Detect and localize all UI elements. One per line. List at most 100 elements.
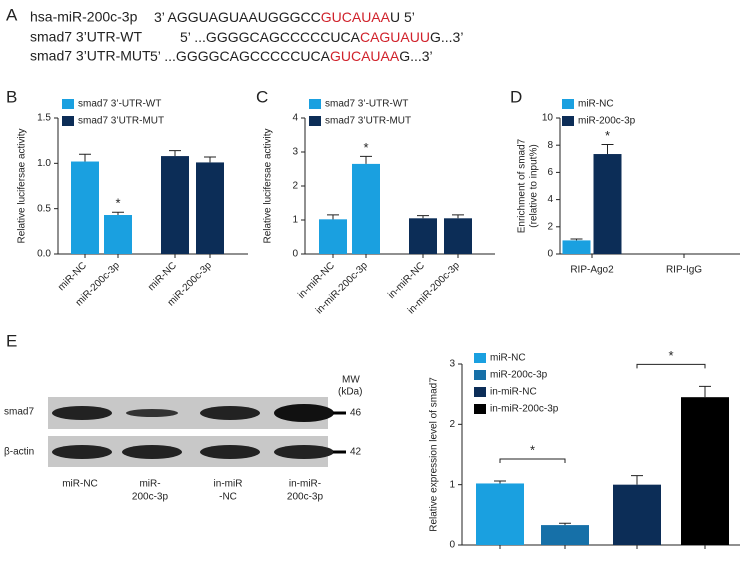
y-axis-label: Relative lucifersae activity: [17, 128, 28, 243]
y-tick-label: 0.0: [37, 249, 51, 260]
seq-part: 5’ ...GGGGCAGCCCCCUCA: [150, 48, 331, 64]
seq-part: U 5’: [390, 9, 415, 25]
y-tick-label: 1: [292, 215, 298, 226]
legend-swatch: [62, 99, 74, 109]
legend-label: miR-NC: [490, 353, 526, 364]
seq-site: CAGUAUU: [360, 29, 430, 45]
band: [200, 445, 260, 459]
y-axis-label: (relative to input%): [529, 144, 540, 227]
legend-swatch: [474, 370, 486, 380]
legend-label: smad7 3’-UTR-WT: [78, 99, 161, 110]
bar: [196, 162, 224, 254]
y-tick-label: 6: [547, 167, 553, 178]
lane-label: 200c-3p: [287, 492, 324, 503]
lane-label: miR-NC: [62, 479, 98, 490]
bar: [476, 483, 524, 545]
panel-label: D: [510, 87, 522, 106]
legend-swatch: [309, 116, 321, 126]
bar: [161, 156, 189, 254]
bar: [444, 218, 472, 254]
x-tick-label: RIP-IgG: [666, 265, 702, 276]
legend-label: smad7 3’UTR-MUT: [325, 116, 411, 127]
error-bar: [631, 475, 643, 485]
lane-label: in-miR-: [289, 479, 321, 490]
x-tick-label: miR-NC: [146, 260, 179, 293]
legend-swatch: [474, 404, 486, 414]
x-tick-label: miR-NC: [56, 260, 89, 293]
legend-swatch: [62, 116, 74, 126]
legend-label: smad7 3’UTR-MUT: [78, 116, 164, 127]
y-tick-label: 2: [292, 181, 298, 192]
mw-label: 46: [350, 408, 362, 419]
y-tick-label: 1.5: [37, 113, 51, 124]
band: [52, 406, 112, 420]
error-bar: [417, 215, 429, 219]
band: [52, 445, 112, 459]
panel-label: B: [6, 87, 17, 106]
lane-label: in-miR: [214, 479, 243, 490]
lane-label: 200c-3p: [132, 492, 169, 503]
mw-header: (kDa): [338, 387, 362, 398]
mw-label: 42: [350, 447, 362, 458]
lane-label: miR-: [139, 479, 160, 490]
western-blot: smad7 β-actin MW (kDa) 46 42: [4, 375, 362, 467]
legend-label: miR-NC: [578, 99, 614, 110]
y-tick-label: 1: [449, 479, 455, 490]
panel-label: C: [256, 87, 268, 106]
error-bar: [570, 238, 583, 241]
y-axis-label: Enrichment of smad7: [517, 138, 528, 233]
y-tick-label: 1.0: [37, 158, 51, 169]
error-bar: [494, 480, 506, 484]
y-tick-label: 0: [547, 249, 553, 260]
significance: *: [530, 442, 535, 457]
legend-label: in-miR-200c-3p: [490, 404, 559, 415]
legend-swatch: [474, 387, 486, 397]
error-bar: [112, 211, 124, 216]
x-tick-label: RIP-Ago2: [570, 265, 614, 276]
bar: [562, 240, 591, 254]
legend-label: in-miR-NC: [490, 387, 537, 398]
error-bar: [601, 144, 614, 155]
y-tick-label: 4: [547, 194, 553, 205]
band: [122, 445, 182, 459]
significance: *: [605, 128, 610, 143]
seq-part: 5’ ...GGGGCAGCCCCCUCA: [180, 29, 361, 45]
error-bar: [559, 522, 571, 526]
sequence: 3’ AGGUAGUAAUGGGCCGUCAUAAU 5’: [154, 9, 415, 25]
seq-part: 3’ AGGUAGUAAUGGGCC: [154, 9, 321, 25]
seq-part: G...3’: [399, 48, 432, 64]
y-tick-label: 4: [292, 113, 298, 124]
seq-site: GUCAUAA: [330, 48, 400, 64]
seq-site: GUCAUAA: [321, 9, 391, 25]
legend-label: smad7 3’-UTR-WT: [325, 99, 408, 110]
bar: [319, 219, 347, 254]
significance: *: [363, 140, 368, 155]
legend-swatch: [309, 99, 321, 109]
seq-label: smad7 3’UTR-MUT: [30, 48, 151, 64]
band: [200, 406, 260, 420]
error-bar: [169, 150, 181, 157]
legend-label: miR-200c-3p: [578, 116, 636, 127]
seq-label: smad7 3’UTR-WT: [30, 29, 142, 45]
significance: *: [115, 196, 120, 211]
error-bar: [699, 385, 711, 398]
error-bar: [452, 214, 464, 219]
panel-label: E: [6, 331, 17, 350]
error-bar: [79, 153, 91, 162]
bar: [593, 154, 622, 254]
sequence: 5’ ...GGGGCAGCCCCCUCACAGUAUUG...3’: [180, 29, 463, 45]
y-tick-label: 2: [547, 221, 553, 232]
bracket: [636, 363, 706, 369]
y-tick-label: 0: [449, 540, 455, 551]
y-tick-label: 3: [292, 147, 298, 158]
y-tick-label: 8: [547, 140, 553, 151]
y-tick-label: 10: [542, 113, 554, 124]
error-bar: [327, 214, 339, 220]
band: [274, 404, 334, 422]
sequence: 5’ ...GGGGCAGCCCCCUCAGUCAUAAG...3’: [150, 48, 433, 64]
y-tick-label: 3: [449, 359, 455, 370]
bar: [71, 161, 99, 254]
y-axis-label: Relative expression level of smad7: [429, 377, 440, 532]
bar: [541, 525, 589, 545]
legend-swatch: [562, 116, 574, 126]
